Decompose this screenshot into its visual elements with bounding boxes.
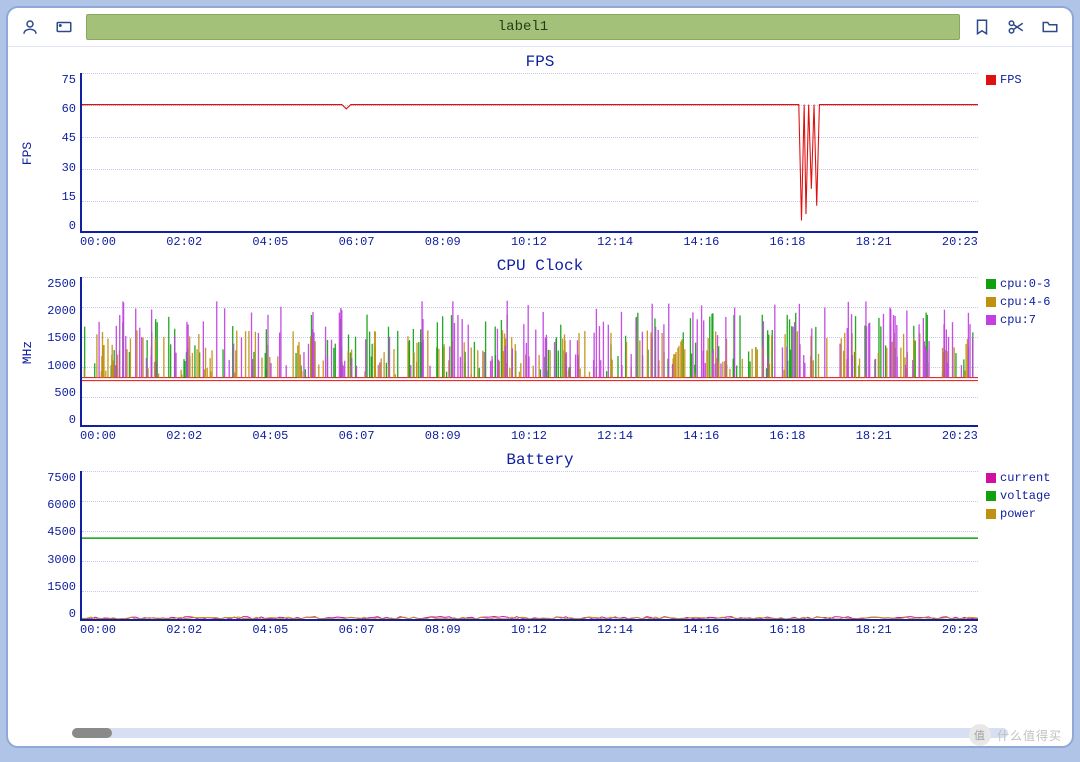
y-axis-ticks: 75604530150 [40,73,80,233]
app-window: label1 FPSFPS75604530150FPS00:0002:0204:… [6,6,1074,748]
watermark-badge: 值 [969,724,991,746]
plot-area[interactable] [80,471,978,621]
legend-swatch [986,491,996,501]
legend-label: cpu:0-3 [1000,277,1050,291]
chart-title: Battery [16,451,1064,469]
legend-label: voltage [1000,489,1050,503]
bookmark-icon[interactable] [970,15,994,39]
legend-item[interactable]: cpu:4-6 [986,295,1064,309]
legend-label: cpu:4-6 [1000,295,1050,309]
legend-label: power [1000,507,1036,521]
y-axis-ticks: 750060004500300015000 [40,471,80,621]
legend-swatch [986,315,996,325]
legend-item[interactable]: cpu:7 [986,313,1064,327]
x-axis-ticks: 00:0002:0204:0506:0708:0910:1212:1414:16… [80,621,978,643]
legend-item[interactable]: power [986,507,1064,521]
legend-item[interactable]: cpu:0-3 [986,277,1064,291]
plot-area[interactable] [80,277,978,427]
y-axis-label: FPS [16,73,40,233]
chart-fps: FPSFPS75604530150FPS00:0002:0204:0506:07… [16,53,1064,255]
legend-label: cpu:7 [1000,313,1036,327]
chart-battery: Battery 750060004500300015000 current volta… [16,451,1064,643]
legend-label: FPS [1000,73,1022,87]
y-axis-label [16,471,40,621]
scrollbar-thumb[interactable] [72,728,112,738]
watermark: 值 什么值得买 [969,724,1062,746]
legend: cpu:0-3 cpu:4-6 cpu:7 [978,277,1064,427]
legend-swatch [986,75,996,85]
legend-swatch [986,279,996,289]
legend-item[interactable]: FPS [986,73,1064,87]
watermark-text: 什么值得买 [997,727,1062,744]
legend-item[interactable]: voltage [986,489,1064,503]
y-axis-ticks: 25002000150010005000 [40,277,80,427]
time-scrollbar[interactable] [72,728,1008,738]
charts-area: FPSFPS75604530150FPS00:0002:0204:0506:07… [8,47,1072,724]
chart-title: FPS [16,53,1064,71]
legend-swatch [986,473,996,483]
scissors-icon[interactable] [1004,15,1028,39]
folder-icon[interactable] [1038,15,1062,39]
toolbar: label1 [8,8,1072,47]
legend-swatch [986,509,996,519]
legend-item[interactable]: current [986,471,1064,485]
legend-label: current [1000,471,1050,485]
x-axis-ticks: 00:0002:0204:0506:0708:0910:1212:1414:16… [80,233,978,255]
label-field[interactable]: label1 [86,14,960,40]
legend: current voltage power [978,471,1064,621]
chart-cpu: CPU ClockMHz25002000150010005000cpu:0-3c… [16,257,1064,449]
person-icon[interactable] [18,15,42,39]
x-axis-ticks: 00:0002:0204:0506:0708:0910:1212:1414:16… [80,427,978,449]
y-axis-label: MHz [16,277,40,427]
plot-area[interactable] [80,73,978,233]
legend: FPS [978,73,1064,233]
chart-title: CPU Clock [16,257,1064,275]
rectangle-icon[interactable] [52,15,76,39]
legend-swatch [986,297,996,307]
